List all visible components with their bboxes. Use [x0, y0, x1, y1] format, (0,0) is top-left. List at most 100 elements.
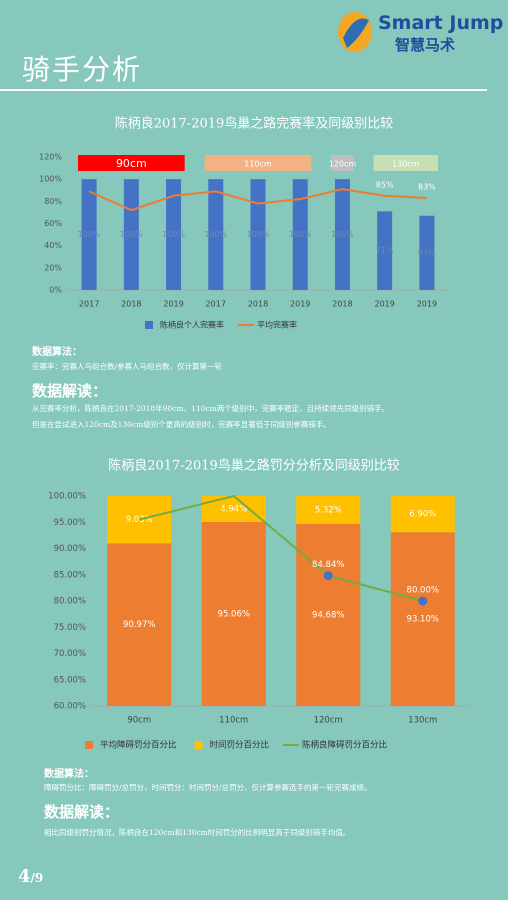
x-tick-label: 120cm	[314, 716, 343, 726]
data-label: 93.10%	[407, 615, 439, 625]
x-tick-label: 110cm	[219, 716, 248, 726]
bar	[107, 543, 172, 706]
logo-subtext: 智慧马术	[395, 36, 456, 54]
bar	[296, 523, 361, 706]
section-heading: 数据算法：	[44, 769, 94, 780]
data-label: 90.97%	[123, 620, 155, 630]
page-number: 4/9	[18, 866, 43, 887]
bar	[292, 179, 308, 290]
data-label: 100%	[120, 230, 143, 239]
legend-label: 陈柄良个人完赛率	[160, 320, 224, 330]
x-tick-label: 2018	[121, 300, 141, 309]
legend-swatch	[194, 741, 203, 749]
legend-label: 陈柄良障碍罚分百分比	[302, 740, 387, 751]
x-tick-label: 2019	[290, 300, 310, 309]
data-label: 85%	[376, 180, 394, 189]
y-tick-label: 75.00%	[54, 623, 86, 633]
legend-swatch	[145, 321, 153, 329]
data-label: 80.00%	[407, 586, 439, 596]
x-tick-label: 130cm	[408, 716, 437, 726]
y-tick-label: 60.00%	[54, 702, 86, 712]
y-tick-label: 20%	[44, 263, 62, 272]
bar	[296, 496, 361, 524]
data-label: 4.94%	[220, 504, 247, 514]
page-current: 4	[18, 866, 31, 887]
data-label: 71%	[376, 246, 394, 255]
data-label: 100%	[162, 230, 185, 239]
bar	[390, 496, 455, 533]
y-tick-label: 65.00%	[54, 675, 86, 685]
note-text: 从完赛率分析，陈柄良在2017-2018年90cm、110cm两个级别中，完赛率…	[32, 404, 390, 413]
section-heading: 数据解读：	[32, 382, 108, 400]
legend-label: 平均完赛率	[257, 320, 297, 330]
y-tick-label: 70.00%	[54, 649, 86, 659]
y-tick-label: 85.00%	[54, 570, 86, 580]
bar	[107, 496, 172, 544]
data-label: 100%	[247, 230, 270, 239]
y-tick-label: 40%	[44, 241, 62, 250]
x-tick-label: 90cm	[127, 716, 151, 726]
group-banner	[204, 155, 312, 171]
x-tick-label: 2019	[417, 300, 437, 309]
bar	[201, 521, 266, 706]
data-label: 67%	[418, 248, 436, 257]
group-label: 120cm	[329, 160, 357, 169]
data-label: 100%	[331, 230, 354, 239]
legend-label: 时间罚分百分比	[210, 740, 270, 751]
group-banner	[78, 155, 185, 171]
note-text: 相比同级别罚分情况，陈柄良在120cm和130cm时间罚分的比例明显高于同级别骑…	[44, 828, 351, 837]
bar	[250, 179, 266, 290]
x-tick-label: 2017	[79, 300, 99, 309]
legend-swatch	[85, 741, 93, 749]
bar	[419, 215, 435, 290]
data-label: 84.84%	[312, 560, 344, 570]
group-label: 130cm	[392, 160, 420, 169]
legend-label: 平均障碍罚分百分比	[100, 740, 177, 751]
bar	[334, 179, 350, 290]
bar	[377, 211, 393, 290]
divider	[0, 89, 487, 91]
y-tick-label: 120%	[39, 153, 62, 162]
note-text: 完赛率：完赛人马组合数/参赛人马组合数，仅计算第一轮	[32, 362, 223, 371]
section-heading: 数据解读：	[44, 803, 120, 821]
data-label: 95.06%	[218, 609, 250, 619]
y-tick-label: 80.00%	[54, 597, 86, 607]
group-banner	[331, 155, 354, 171]
x-tick-label: 2018	[332, 300, 352, 309]
page-title: 骑手分析	[22, 53, 143, 86]
data-label: 9.03%	[126, 515, 153, 525]
group-label: 110cm	[244, 160, 272, 169]
y-tick-label: 100.00%	[48, 492, 86, 502]
logo-text: Smart Jump	[378, 12, 504, 34]
data-label: 5.32%	[315, 505, 342, 515]
x-tick-label: 2017	[206, 300, 226, 309]
data-label: 100%	[78, 230, 101, 239]
data-label: 83%	[418, 183, 436, 192]
bar	[166, 179, 182, 290]
point	[418, 596, 428, 606]
point	[323, 571, 333, 581]
data-label: 94.68%	[312, 610, 344, 620]
group-label: 90cm	[116, 157, 147, 170]
y-tick-label: 60%	[44, 219, 62, 228]
chart-title: 陈柄良2017-2019鸟巢之路罚分分析及同级别比较	[108, 458, 400, 474]
bar	[390, 532, 455, 706]
y-tick-label: 90.00%	[54, 544, 86, 554]
bar	[208, 179, 224, 290]
line	[139, 494, 424, 602]
y-tick-label: 100%	[39, 175, 62, 184]
bar	[123, 179, 139, 290]
group-banner	[373, 155, 438, 171]
data-label: 100%	[289, 230, 312, 239]
section-heading: 数据算法：	[32, 347, 82, 358]
bar	[81, 179, 97, 290]
note-text: 障碍罚分比：障碍罚分/总罚分，时间罚分：时间罚分/总罚分，仅计算参赛选手的第一轮…	[44, 783, 372, 792]
line	[88, 188, 427, 212]
note-text: 但是在尝试进入120cm及130cm级别个更高的级别时，完赛率显著低于同级别参赛…	[32, 420, 331, 429]
x-tick-label: 2019	[163, 300, 183, 309]
page-total: /9	[30, 871, 44, 885]
y-tick-label: 80%	[44, 197, 62, 206]
data-label: 100%	[204, 230, 227, 239]
